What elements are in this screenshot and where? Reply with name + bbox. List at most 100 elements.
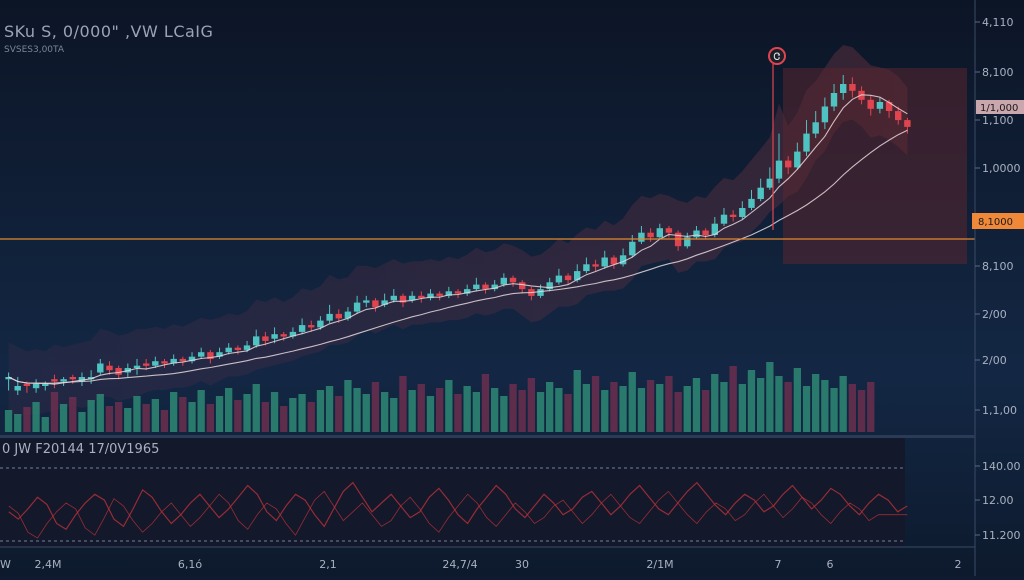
candle (198, 347, 205, 359)
candle (904, 117, 911, 134)
volume-bar (417, 384, 425, 432)
current-price-tag-label: 8,1000 (978, 217, 1013, 228)
ma-line-1 (8, 94, 908, 385)
volume-bar (536, 392, 545, 432)
volume-bar (362, 394, 370, 432)
volume-bar (344, 380, 352, 432)
time-axis[interactable]: W 2,4M 6,1ó 2,1 24,7/4 30 2/1M 7 6 2 (0, 558, 962, 571)
y-tick-label: 8,100 (982, 66, 1014, 79)
volume-bar (830, 388, 838, 432)
volume-bar (133, 396, 141, 432)
candle (583, 257, 590, 274)
svg-text:Ꮳ: Ꮳ (774, 52, 781, 63)
x-tick-label: 6 (827, 558, 834, 571)
price-tag-1-label: 1/1,000 (980, 103, 1018, 114)
volume-bar (170, 392, 178, 432)
volume-bar (234, 400, 242, 432)
volume-bar (702, 390, 710, 432)
volume-bar (399, 376, 407, 432)
candle (418, 291, 425, 303)
volume-bar (215, 396, 224, 432)
volume-bar (381, 392, 389, 432)
x-tick-label: 24,7/4 (442, 558, 477, 571)
volume-bar (243, 394, 251, 432)
candle (106, 361, 113, 375)
volume-bar (87, 400, 95, 432)
candle (830, 84, 838, 112)
volume-bar (445, 380, 453, 432)
volume-bar (812, 374, 820, 432)
candle (775, 133, 783, 184)
volume-bar (564, 394, 572, 432)
candle (509, 275, 517, 287)
candle (656, 223, 663, 240)
volume-bar (601, 390, 609, 432)
candle (133, 358, 141, 375)
volume-bar (857, 390, 866, 432)
volume-bar (610, 382, 618, 432)
candle (491, 280, 498, 292)
candle (390, 289, 397, 303)
candle (564, 273, 572, 285)
candle (78, 372, 86, 386)
candle (812, 111, 819, 139)
candle (436, 291, 443, 301)
candle (840, 75, 847, 100)
volume-bar (69, 397, 77, 432)
price-axis[interactable]: 4,110 8,100 1,100 1,0000 8,100 2/00 2/00 1,1,00… (975, 16, 1021, 542)
volume-bar (491, 388, 499, 432)
volume-bar (335, 396, 343, 432)
osc-line-2 (8, 490, 908, 539)
volume-bar (371, 382, 380, 432)
candle (619, 248, 627, 267)
volume-bar (78, 412, 86, 432)
candle (97, 358, 104, 375)
highlight-zone (783, 68, 967, 264)
volume-bar (270, 392, 279, 432)
candle (519, 280, 526, 294)
volume-bar (41, 417, 49, 432)
candle (638, 225, 645, 245)
volume-bar (298, 394, 306, 432)
volume-bar (50, 392, 59, 432)
volume-bars (4, 362, 875, 432)
x-tick-label: 30 (515, 558, 529, 571)
candle (372, 298, 379, 312)
volume-bar (573, 370, 581, 432)
candle (821, 97, 829, 130)
volume-bar (637, 388, 646, 432)
volume-bar (261, 402, 269, 432)
y-tick-label: 8,100 (982, 260, 1014, 273)
candle (739, 201, 746, 220)
event-marker[interactable]: Ꮳ (768, 47, 786, 230)
volume-bar (23, 407, 31, 432)
oscillator-label: 0 JW F20144 17/0V1965 (2, 442, 160, 457)
volume-bar (197, 390, 205, 432)
candlesticks (5, 75, 911, 395)
y-tick-label: 2/00 (982, 354, 1007, 367)
volume-bar (408, 390, 416, 432)
candle (803, 120, 810, 157)
volume-bar (646, 380, 655, 432)
candle (152, 356, 159, 368)
volume-bar (729, 366, 737, 432)
candle (693, 225, 700, 240)
candle (445, 286, 452, 299)
volume-bar (628, 372, 636, 432)
candle (473, 277, 480, 292)
event-marker-icon (768, 47, 786, 65)
candle (253, 329, 260, 348)
volume-bar (738, 384, 746, 432)
volume-bar (325, 386, 334, 432)
volume-bar (481, 374, 490, 432)
candle (32, 379, 40, 393)
candle (363, 295, 370, 308)
volume-bar (802, 386, 811, 432)
volume-bar (454, 394, 462, 432)
volume-bar (105, 406, 114, 432)
volume-bar (518, 390, 526, 432)
candle (729, 210, 737, 222)
volume-bar (692, 378, 701, 432)
